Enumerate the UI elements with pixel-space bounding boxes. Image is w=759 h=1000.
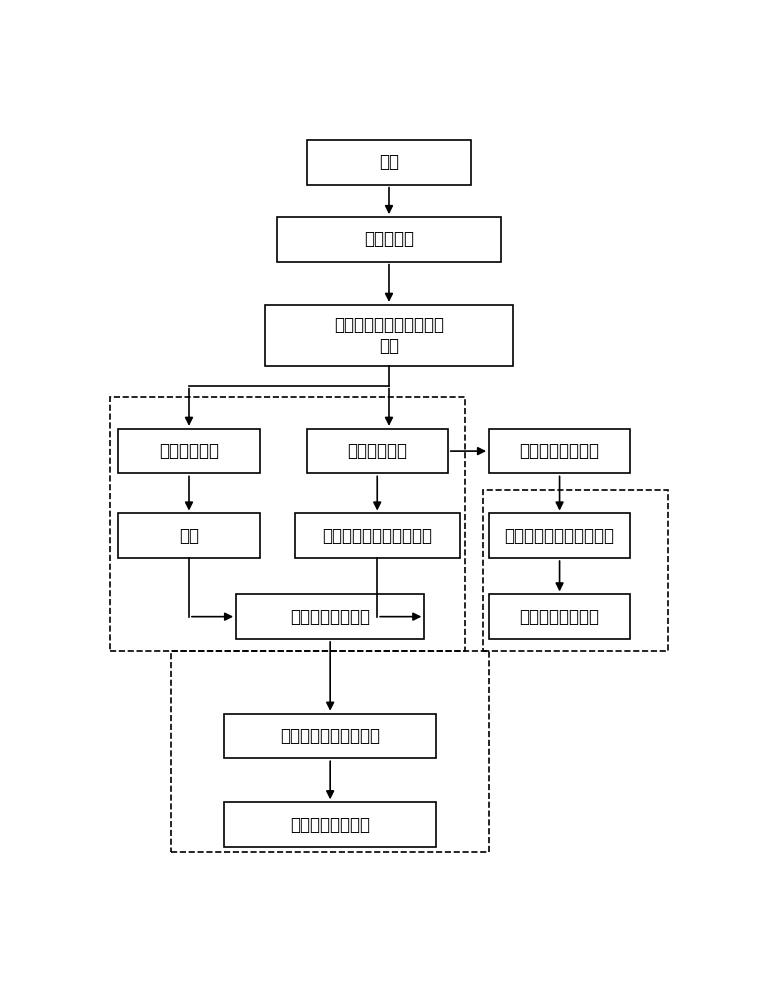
Bar [109, 397, 465, 651]
Bar [172, 651, 489, 852]
Text: 摆动方向的自调节: 摆动方向的自调节 [290, 816, 370, 834]
Text: 对中: 对中 [179, 527, 199, 545]
Text: 计算得到焊缝倾角: 计算得到焊缝倾角 [520, 442, 600, 460]
Bar [307, 140, 471, 185]
Text: 焊枪与焊缝保持合适距离: 焊枪与焊缝保持合适距离 [323, 527, 432, 545]
Bar [489, 594, 630, 639]
Bar [236, 594, 424, 639]
Text: 电弧传感器采集焊缝偏差
信号: 电弧传感器采集焊缝偏差 信号 [334, 316, 444, 355]
Bar [489, 513, 630, 558]
Text: 加速度计采集焊枪位移: 加速度计采集焊枪位移 [280, 727, 380, 745]
Text: 左右偏差信号: 左右偏差信号 [159, 442, 219, 460]
Text: 专家系统转化为焊枪倾角: 专家系统转化为焊枪倾角 [505, 527, 615, 545]
Bar [225, 714, 436, 758]
Bar [483, 490, 669, 651]
Bar [118, 429, 260, 473]
Bar [294, 513, 460, 558]
Bar [307, 429, 448, 473]
Bar [489, 429, 630, 473]
Text: 系统初始化: 系统初始化 [364, 230, 414, 248]
Bar [118, 513, 260, 558]
Bar [225, 802, 436, 847]
Bar [266, 305, 512, 366]
Text: 完成复杂焊缝跟踪: 完成复杂焊缝跟踪 [290, 608, 370, 626]
Text: 开始: 开始 [379, 153, 399, 171]
Text: 焊枪倾角的自调节: 焊枪倾角的自调节 [520, 608, 600, 626]
Bar [277, 217, 501, 262]
Text: 前后高差信号: 前后高差信号 [347, 442, 408, 460]
